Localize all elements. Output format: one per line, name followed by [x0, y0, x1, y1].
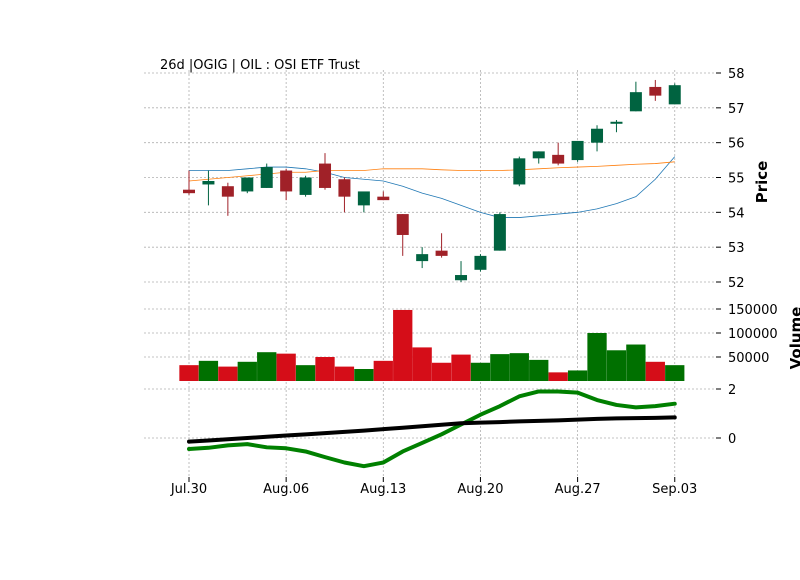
candle-body [455, 275, 468, 281]
volume-bar [509, 353, 529, 381]
volume-bar [587, 333, 607, 381]
volume-bar [315, 357, 335, 381]
volume-bar [645, 361, 665, 381]
volume-bar [237, 361, 257, 381]
candle-body [202, 180, 215, 185]
volume-bar [295, 365, 316, 381]
candle-body [532, 151, 545, 159]
volume-tick-label: 50000 [728, 351, 769, 366]
volume-bar [354, 369, 374, 381]
candle-body [377, 196, 390, 201]
indicator-tick-label: 2 [728, 383, 736, 398]
candle-body [338, 179, 351, 197]
volume-bar [451, 354, 471, 381]
volume-bar [198, 360, 219, 381]
candle-body [280, 170, 293, 192]
price-tick-label: 52 [728, 276, 745, 291]
candle-body [493, 214, 506, 251]
volume-bar [626, 344, 646, 381]
candle-body [260, 167, 273, 188]
price-tick-label: 53 [728, 241, 745, 256]
volume-bar [373, 360, 393, 381]
volume-bar [548, 372, 568, 381]
x-tick-label: Aug.13 [360, 482, 406, 497]
price-axis-label: Price [753, 161, 771, 204]
candle-body [474, 255, 487, 270]
x-tick-label: Aug.20 [457, 482, 503, 497]
price-tick-label: 58 [728, 67, 745, 82]
marks-layer [179, 79, 685, 469]
chart-title: 26d |OGIG | OIL : OSI ETF Trust [160, 58, 360, 73]
volume-bar [665, 365, 685, 381]
price-tick-label: 55 [728, 172, 745, 187]
candle-body [629, 92, 642, 112]
indicator-line [187, 415, 677, 444]
candle-body [513, 158, 526, 185]
x-tick-label: Sep.03 [652, 482, 697, 497]
volume-bar [218, 366, 238, 381]
volume-bar [606, 350, 627, 381]
volume-bar [567, 370, 588, 381]
candle-body [357, 191, 370, 206]
candle-body [319, 163, 332, 188]
x-tick-label: Aug.06 [263, 482, 309, 497]
price-tick-label: 54 [728, 206, 745, 221]
indicator-line [187, 389, 677, 469]
candle-body [571, 140, 584, 161]
candle-body [591, 128, 604, 143]
volume-bar [412, 347, 432, 381]
x-tick-label: Aug.27 [555, 482, 601, 497]
indicator-tick-label: 0 [728, 432, 736, 447]
candle-body [649, 86, 662, 96]
candle-body [552, 154, 565, 164]
candle-body [435, 250, 448, 256]
tick-layer: 52 53 54 55 56 57 58 50000 100000 150000 0 2 Jul.30 A… [170, 67, 778, 497]
candle-body [221, 186, 234, 197]
volume-bar [393, 309, 413, 381]
candle-body [668, 85, 681, 105]
volume-bar [431, 362, 452, 381]
volume-tick-label: 150000 [728, 303, 778, 318]
volume-bar [529, 359, 549, 381]
x-tick-label: Jul.30 [170, 482, 207, 497]
volume-bar [334, 366, 355, 381]
price-tick-label: 56 [728, 137, 745, 152]
volume-bar [470, 362, 491, 381]
candle-body [396, 214, 409, 235]
volume-bar [490, 354, 510, 381]
volume-bar [179, 365, 199, 381]
price-tick-label: 57 [728, 102, 745, 117]
volume-tick-label: 100000 [728, 327, 778, 342]
candle-body [299, 177, 312, 195]
volume-bar [276, 353, 296, 381]
volume-bar [257, 352, 277, 381]
grid-layer [144, 70, 716, 477]
candle-body [183, 189, 195, 194]
candle-body [241, 177, 254, 192]
candle-body [610, 121, 623, 124]
candle-body [416, 254, 429, 262]
volume-axis-label: Volume [787, 307, 800, 370]
